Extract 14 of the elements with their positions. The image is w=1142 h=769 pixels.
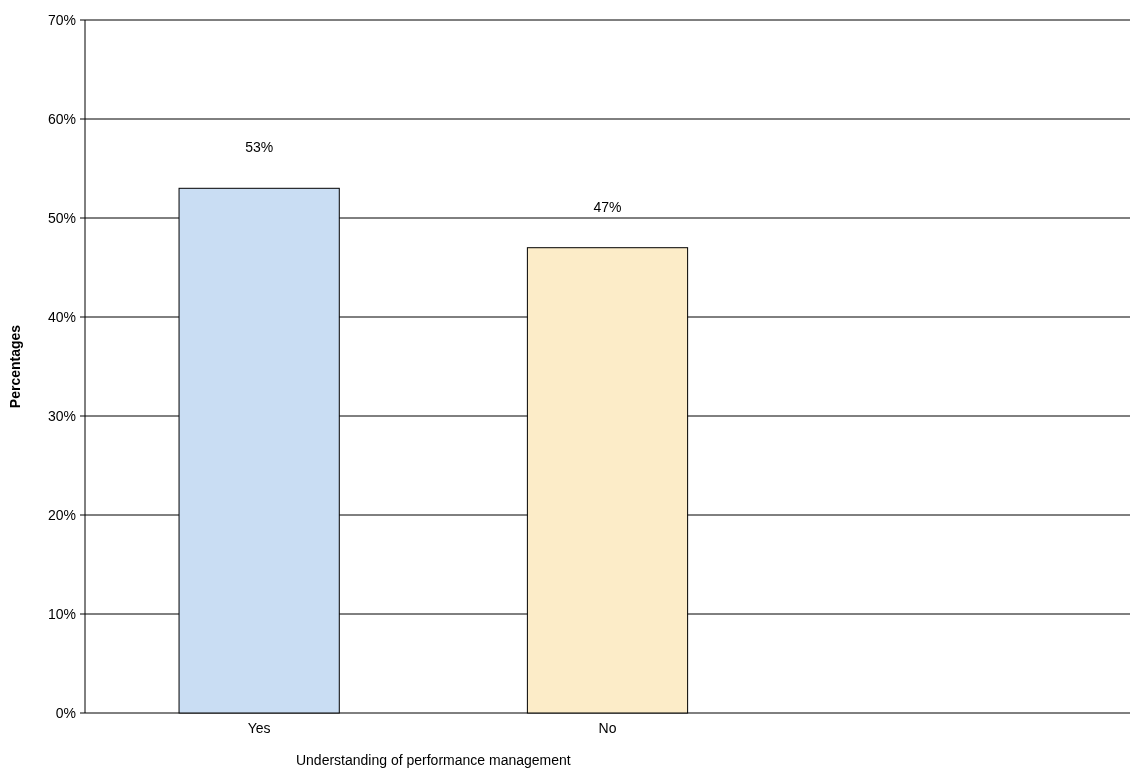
x-axis-title: Understanding of performance management xyxy=(295,752,571,768)
y-tick-label: 70% xyxy=(47,11,76,28)
y-tick-label: 40% xyxy=(47,308,76,325)
y-tick-label: 10% xyxy=(47,605,76,622)
y-tick-label: 20% xyxy=(47,506,76,523)
y-axis-title: Percentages xyxy=(7,324,23,409)
y-tick-label: 60% xyxy=(47,110,76,127)
y-tick-label: 30% xyxy=(47,407,76,424)
x-tick-label: No xyxy=(598,720,617,736)
data-label: 47% xyxy=(593,198,622,215)
y-tick-label: 0% xyxy=(55,704,76,721)
y-tick-label: 50% xyxy=(47,209,76,226)
x-tick-label: Yes xyxy=(247,720,271,736)
data-label: 53% xyxy=(245,139,274,156)
